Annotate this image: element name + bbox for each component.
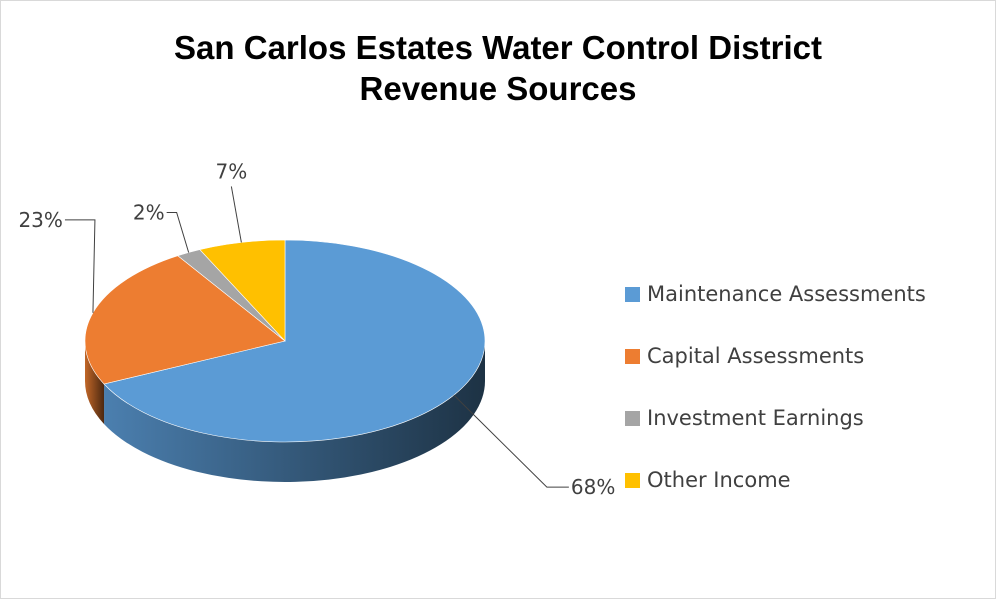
legend-item-capital-assessments: Capital Assessments — [625, 325, 926, 387]
legend-item-investment-earnings: Investment Earnings — [625, 387, 926, 449]
data-label-1: 23% — [18, 208, 62, 232]
legend-label: Capital Assessments — [647, 344, 865, 368]
chart-title: San Carlos Estates Water Control Distric… — [1, 27, 995, 109]
chart-title-line-1: San Carlos Estates Water Control Distric… — [174, 29, 822, 66]
data-label-0: 68% — [571, 475, 615, 499]
leader-line-0 — [453, 394, 569, 488]
pie-slice-other-income — [199, 239, 286, 342]
legend-label: Other Income — [647, 468, 791, 492]
leader-line-1 — [64, 219, 96, 313]
legend-item-maintenance-assessments: Maintenance Assessments — [625, 263, 926, 325]
legend-label: Maintenance Assessments — [647, 282, 926, 306]
pie-side-0 — [104, 341, 485, 483]
legend-label: Investment Earnings — [647, 406, 864, 430]
legend-swatch — [625, 410, 640, 426]
pie-slice-maintenance-assessments — [103, 239, 486, 443]
legend-swatch — [625, 286, 640, 302]
data-label-2: 2% — [133, 201, 165, 225]
data-label-3: 7% — [216, 159, 248, 183]
leader-line-3 — [230, 186, 242, 243]
pie-side-1 — [84, 341, 105, 424]
legend-swatch — [625, 472, 640, 488]
legend-swatch — [625, 348, 640, 364]
legend-item-other-income: Other Income — [625, 449, 926, 511]
chart-title-line-2: Revenue Sources — [359, 70, 637, 107]
pie-slice-capital-assessments — [84, 255, 286, 385]
chart-legend: Maintenance Assessments Capital Assessmen… — [625, 263, 926, 511]
leader-line-2 — [166, 211, 190, 253]
